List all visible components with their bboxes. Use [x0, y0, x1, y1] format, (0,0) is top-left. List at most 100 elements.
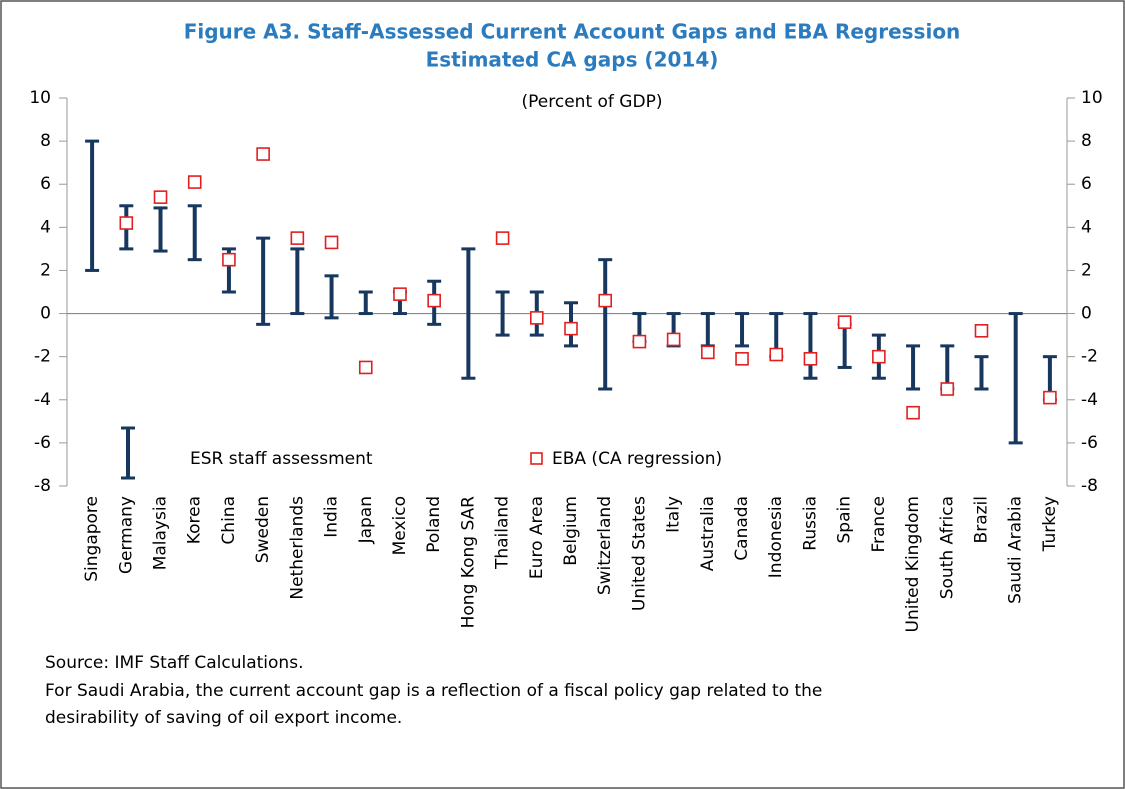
x-tick-label: Thailand: [493, 496, 513, 570]
point: [324, 235, 339, 250]
point: [632, 334, 647, 349]
y-tick-label: 2: [40, 260, 51, 280]
x-tick-label: Turkey: [1040, 496, 1060, 552]
x-tick-label: Singapore: [82, 496, 102, 582]
range-bar: [256, 236, 271, 326]
x-tick-label: India: [322, 496, 342, 538]
x-tick-label: Australia: [698, 496, 718, 571]
y2-tick-label: -8: [1081, 476, 1098, 496]
range-bar: [803, 312, 818, 380]
point: [769, 347, 784, 362]
x-tick-label: United Kingdom: [903, 496, 923, 632]
x-tick-label: Mexico: [390, 496, 410, 555]
point: [1043, 390, 1057, 405]
x-tick-label: Korea: [185, 496, 205, 544]
point: [256, 147, 270, 161]
point: [187, 175, 202, 189]
y2-tick-label: 6: [1081, 174, 1092, 194]
y2-tick-label: 0: [1081, 304, 1092, 324]
x-tick-label: Hong Kong SAR: [458, 496, 478, 629]
y-tick-label: 10: [29, 88, 51, 108]
y-tick-label: 8: [40, 131, 51, 151]
range-bar: [187, 204, 202, 262]
y2-tick-label: 10: [1081, 88, 1103, 108]
range-bar: [735, 312, 750, 348]
range-bar: [85, 139, 100, 272]
range-bar: [290, 247, 305, 316]
x-tick-label: Canada: [732, 496, 752, 561]
y2-tick-label: 2: [1081, 260, 1092, 280]
y-tick-label: -4: [34, 390, 51, 410]
x-tick-label: Italy: [664, 496, 684, 533]
y-tick-label: -2: [34, 347, 51, 367]
x-tick-label: France: [869, 496, 889, 553]
point: [872, 349, 886, 364]
point: [427, 293, 441, 308]
x-tick-label: Russia: [800, 496, 820, 551]
x-tick-label: Spain: [835, 496, 855, 544]
y2-tick-label: -4: [1081, 390, 1098, 410]
legend-label: EBA (CA regression): [552, 449, 722, 469]
chart-title: Estimated CA gaps (2014): [426, 48, 719, 72]
x-tick-label: Switzerland: [595, 496, 615, 595]
range-bar: [598, 258, 613, 391]
note: For Saudi Arabia, the current account ga…: [45, 681, 822, 701]
y2-tick-label: 8: [1081, 131, 1092, 151]
x-tick-label: China: [219, 496, 239, 545]
x-tick-label: Malaysia: [151, 496, 171, 570]
y2-tick-label: -2: [1081, 347, 1098, 367]
y-tick-label: 4: [40, 217, 51, 237]
range-bar: [461, 247, 476, 380]
legend-label: ESR staff assessment: [190, 449, 373, 469]
point: [974, 323, 989, 338]
range-bar: [121, 426, 135, 480]
x-tick-label: United States: [629, 496, 649, 611]
x-tick-label: South Africa: [937, 496, 957, 599]
range-bar: [358, 290, 373, 316]
y-tick-label: -8: [34, 476, 51, 496]
range-bar: [495, 290, 510, 337]
point: [119, 216, 134, 230]
point: [222, 252, 236, 267]
point: [803, 352, 818, 366]
x-tick-label: Saudi Arabia: [1006, 496, 1026, 604]
y-tick-label: 0: [40, 304, 51, 324]
y-tick-label: -6: [34, 433, 51, 453]
x-tick-label: Germany: [116, 496, 136, 574]
x-tick-label: Brazil: [971, 496, 991, 543]
point: [735, 352, 749, 366]
y-tick-label: 6: [40, 174, 51, 194]
range-bar: [324, 274, 339, 320]
point: [358, 360, 373, 375]
range-bar: [153, 206, 168, 253]
point: [666, 332, 681, 347]
note: desirability of saving of oil export inc…: [45, 708, 402, 728]
x-tick-label: Euro Area: [527, 496, 547, 579]
point: [906, 405, 920, 420]
y2-tick-label: -6: [1081, 433, 1098, 453]
point: [598, 293, 613, 308]
point: [153, 190, 168, 204]
point: [529, 311, 544, 325]
range-bar: [974, 355, 989, 391]
x-tick-label: Poland: [424, 496, 444, 553]
note: Source: IMF Staff Calculations.: [45, 653, 303, 673]
point: [837, 315, 852, 329]
legend-swatch: [530, 452, 543, 465]
point: [290, 231, 305, 245]
range-bar: [906, 344, 921, 391]
point: [564, 321, 578, 336]
point: [495, 231, 510, 245]
x-tick-label: Belgium: [561, 496, 581, 566]
x-tick-label: Sweden: [253, 496, 273, 563]
x-tick-label: Japan: [356, 496, 376, 544]
x-tick-label: Indonesia: [766, 496, 786, 578]
chart-subtitle: (Percent of GDP): [522, 92, 663, 112]
point: [940, 382, 955, 396]
chart-title: Figure A3. Staff-Assessed Current Accoun…: [184, 20, 961, 44]
y2-tick-label: 4: [1081, 217, 1092, 237]
range-bar: [1008, 312, 1023, 445]
point: [393, 287, 407, 301]
